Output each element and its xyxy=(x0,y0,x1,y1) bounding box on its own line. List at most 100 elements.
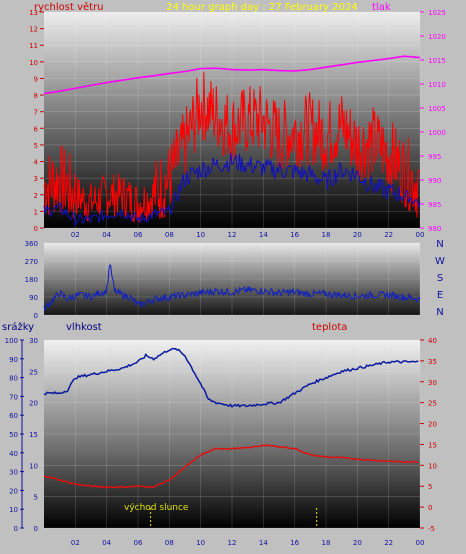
rain-tick-label: 30 xyxy=(9,469,18,477)
rain-tick-label: 20 xyxy=(9,487,18,495)
x-tick-label: 16 xyxy=(290,231,299,239)
x-tick-label: 10 xyxy=(196,539,205,547)
x-tick-label: 22 xyxy=(384,231,393,239)
rain-axis-label: srážky xyxy=(2,321,34,333)
pressure-tick-label: 1025 xyxy=(428,9,446,17)
pressure-tick-label: 1015 xyxy=(428,57,446,65)
x-tick-label: 12 xyxy=(228,231,237,239)
pressure-tick-label: 990 xyxy=(428,177,441,185)
wind-tick-label: 1 xyxy=(34,208,38,216)
wind-avg-line xyxy=(43,152,421,226)
pressure-line xyxy=(43,55,421,95)
wind-axis-label: rychlost větru xyxy=(34,1,104,13)
rain-tick-label: 60 xyxy=(9,412,18,420)
sunrise-label: východ slunce xyxy=(124,503,189,513)
tick-layer: 0123456789101112139809859909951000100510… xyxy=(5,9,446,547)
x-tick-label: 10 xyxy=(196,231,205,239)
x-tick-label: 08 xyxy=(165,231,174,239)
x-tick-label: 12 xyxy=(228,539,237,547)
wind-tick-label: 12 xyxy=(29,26,38,34)
x-tick-label: 04 xyxy=(102,231,111,239)
pressure-tick-label: 1000 xyxy=(428,129,446,137)
humidity-tick-label: 30 xyxy=(29,337,38,345)
x-tick-label: 08 xyxy=(165,539,174,547)
wind-tick-label: 8 xyxy=(34,92,38,100)
humidity-tick-label: 20 xyxy=(29,400,38,408)
direction-tick-label: 0 xyxy=(34,312,38,320)
series-layer xyxy=(43,55,421,528)
pressure-tick-label: 995 xyxy=(428,153,441,161)
humidity-tick-label: 15 xyxy=(29,431,38,439)
temperature-tick-label: 5 xyxy=(428,483,432,491)
temperature-tick-label: 30 xyxy=(428,379,437,387)
x-tick-label: 06 xyxy=(134,231,143,239)
humidity-axis-label: vlhkost xyxy=(66,322,102,333)
temperature-tick-label: 35 xyxy=(428,358,437,366)
x-tick-label: 18 xyxy=(322,539,331,547)
temperature-line xyxy=(43,444,419,489)
rain-tick-label: 90 xyxy=(9,356,18,364)
x-tick-label: 16 xyxy=(290,539,299,547)
compass-label: N xyxy=(436,307,443,318)
compass-label: N xyxy=(436,239,443,250)
wind-tick-label: 13 xyxy=(29,9,38,17)
direction-tick-label: 90 xyxy=(29,294,38,302)
rain-tick-label: 80 xyxy=(9,375,18,383)
temperature-tick-label: 25 xyxy=(428,400,437,408)
x-tick-label: 06 xyxy=(134,539,143,547)
wind-tick-label: 2 xyxy=(34,192,38,200)
direction-tick-label: 360 xyxy=(25,240,38,248)
wind-direction-line xyxy=(43,264,421,312)
pressure-tick-label: 1010 xyxy=(428,81,446,89)
x-tick-label: 20 xyxy=(353,231,362,239)
humidity-tick-label: 25 xyxy=(29,368,38,376)
x-tick-label: 00 xyxy=(416,539,425,547)
chart-title: 24 hour graph day : 27 February 2024 xyxy=(166,2,357,13)
direction-tick-label: 270 xyxy=(25,258,38,266)
rain-tick-label: 100 xyxy=(5,337,18,345)
temperature-axis-label: teplota xyxy=(312,322,347,333)
x-tick-label: 14 xyxy=(259,231,268,239)
wind-tick-label: 5 xyxy=(34,142,38,150)
x-tick-label: 18 xyxy=(322,231,331,239)
temperature-tick-label: 15 xyxy=(428,441,437,449)
humidity-tick-label: 0 xyxy=(34,525,38,533)
x-tick-label: 20 xyxy=(353,539,362,547)
x-tick-label: 02 xyxy=(71,539,80,547)
pressure-tick-label: 980 xyxy=(428,225,441,233)
x-tick-label: 22 xyxy=(384,539,393,547)
temperature-tick-label: 10 xyxy=(428,462,437,470)
humidity-line xyxy=(43,347,419,408)
wind-tick-label: 3 xyxy=(34,175,38,183)
compass-label: E xyxy=(437,290,443,301)
pressure-axis-label: tlak xyxy=(372,2,391,13)
temperature-tick-label: 20 xyxy=(428,421,437,429)
rain-tick-label: 40 xyxy=(9,450,18,458)
rain-tick-label: 10 xyxy=(9,506,18,514)
humidity-tick-label: 5 xyxy=(34,494,38,502)
wind-tick-label: 4 xyxy=(34,159,39,167)
pressure-tick-label: 1005 xyxy=(428,105,446,113)
x-tick-label: 14 xyxy=(259,539,268,547)
wind-tick-label: 10 xyxy=(29,59,38,67)
compass-label: W xyxy=(435,256,445,267)
x-tick-label: 04 xyxy=(102,539,111,547)
wind-tick-label: 0 xyxy=(34,225,38,233)
temperature-tick-label: 0 xyxy=(428,504,432,512)
rain-tick-label: 70 xyxy=(9,393,18,401)
wind-tick-label: 11 xyxy=(29,42,38,50)
temperature-tick-label: 40 xyxy=(428,337,437,345)
rain-tick-label: 0 xyxy=(14,525,18,533)
x-tick-label: 00 xyxy=(416,231,425,239)
pressure-tick-label: 985 xyxy=(428,201,441,209)
temperature-tick-label: -5 xyxy=(428,525,435,533)
humidity-tick-label: 10 xyxy=(29,462,38,470)
direction-tick-label: 180 xyxy=(25,276,38,284)
x-tick-label: 02 xyxy=(71,231,80,239)
wind-tick-label: 6 xyxy=(34,125,39,133)
direction-panel-bg xyxy=(44,243,420,315)
wind-tick-label: 9 xyxy=(34,75,38,83)
pressure-tick-label: 1020 xyxy=(428,33,446,41)
